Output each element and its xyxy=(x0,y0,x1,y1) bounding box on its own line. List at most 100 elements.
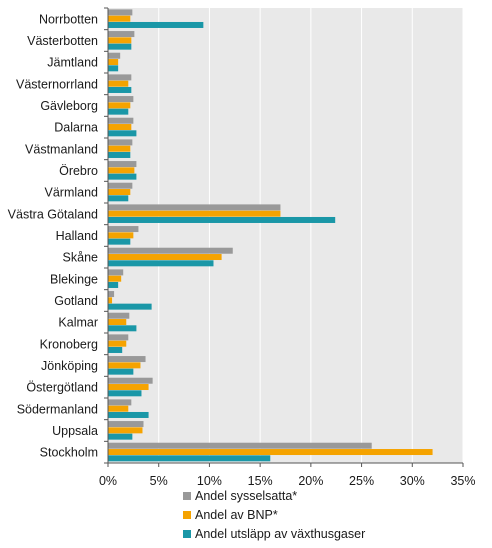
x-tick-label: 0% xyxy=(99,474,117,488)
bar xyxy=(108,275,122,282)
legend-swatch-gdp xyxy=(183,510,191,519)
bar xyxy=(108,108,129,115)
bar xyxy=(108,130,137,137)
legend-item-emissions: Andel utsläpp av växthusgaser xyxy=(183,524,483,543)
category-label: Örebro xyxy=(59,164,98,178)
bar xyxy=(108,297,113,304)
category-label: Norrbotten xyxy=(39,12,98,26)
bar xyxy=(108,433,133,440)
bar xyxy=(108,291,115,298)
category-label: Stockholm xyxy=(40,446,98,460)
bar xyxy=(108,254,222,261)
category-label: Södermanland xyxy=(17,402,98,416)
bar xyxy=(108,455,271,462)
bar xyxy=(108,52,121,59)
legend-item-employment: Andel sysselsatta* xyxy=(183,486,483,505)
category-label: Jönköping xyxy=(41,359,98,373)
bar xyxy=(108,442,372,449)
bar xyxy=(108,37,132,44)
bar xyxy=(108,204,281,211)
x-tick-label: 15% xyxy=(248,474,273,488)
bar xyxy=(108,346,123,353)
category-label: Västernorrland xyxy=(16,77,98,91)
bar xyxy=(108,269,124,276)
bar xyxy=(108,390,142,397)
plot-background xyxy=(108,8,463,463)
bar xyxy=(108,238,131,245)
bar xyxy=(108,59,119,66)
legend-swatch-emissions xyxy=(183,529,191,538)
category-label: Västmanland xyxy=(25,142,98,156)
x-tick-label: 35% xyxy=(450,474,475,488)
category-label: Blekinge xyxy=(50,272,98,286)
bar xyxy=(108,43,132,50)
category-label: Kronoberg xyxy=(40,337,98,351)
bar xyxy=(108,96,134,103)
bar xyxy=(108,247,233,254)
bar xyxy=(108,210,281,217)
bar xyxy=(108,74,132,81)
bar xyxy=(108,421,144,428)
bar xyxy=(108,340,127,347)
bar xyxy=(108,86,132,93)
bar xyxy=(108,139,133,146)
category-label: Jämtland xyxy=(47,56,98,70)
legend-label-gdp: Andel av BNP* xyxy=(195,507,278,522)
bar xyxy=(108,325,137,332)
legend-item-gdp: Andel av BNP* xyxy=(183,505,483,524)
bar xyxy=(108,182,133,189)
bar xyxy=(108,31,135,38)
bar xyxy=(108,21,204,28)
bar xyxy=(108,189,131,196)
bar xyxy=(108,281,119,288)
legend-label-employment: Andel sysselsatta* xyxy=(195,488,298,503)
x-tick-label: 5% xyxy=(150,474,168,488)
x-tick-label: 25% xyxy=(349,474,374,488)
bar xyxy=(108,80,129,87)
category-label: Västra Götaland xyxy=(8,207,98,221)
bar xyxy=(108,356,146,363)
bar xyxy=(108,173,137,180)
bar xyxy=(108,151,131,158)
bar xyxy=(108,427,143,434)
bar xyxy=(108,216,336,223)
bar xyxy=(108,368,134,375)
legend-swatch-employment xyxy=(183,491,191,500)
bar xyxy=(108,15,131,22)
bar xyxy=(108,65,119,72)
category-label: Värmland xyxy=(45,186,99,200)
bar xyxy=(108,384,149,391)
bar xyxy=(108,377,153,384)
category-label: Västerbotten xyxy=(27,34,98,48)
bar xyxy=(108,226,139,233)
bar xyxy=(108,117,134,124)
x-tick-label: 10% xyxy=(197,474,222,488)
category-label: Uppsala xyxy=(52,424,98,438)
category-label: Gävleborg xyxy=(40,99,98,113)
bar xyxy=(108,405,129,412)
legend-label-emissions: Andel utsläpp av växthusgaser xyxy=(195,526,366,541)
x-tick-label: 30% xyxy=(400,474,425,488)
category-label: Kalmar xyxy=(58,316,98,330)
bar xyxy=(108,9,133,16)
x-tick-label: 20% xyxy=(298,474,323,488)
bar xyxy=(108,362,141,369)
legend: Andel sysselsatta* Andel av BNP* Andel u… xyxy=(183,486,483,543)
category-label: Skåne xyxy=(63,251,98,265)
bar xyxy=(108,145,131,152)
bar xyxy=(108,195,129,202)
bar xyxy=(108,232,134,239)
bar xyxy=(108,449,433,456)
category-label: Halland xyxy=(56,229,98,243)
bar xyxy=(108,319,127,326)
bar xyxy=(108,334,129,341)
bar xyxy=(108,167,135,174)
bar xyxy=(108,260,214,267)
category-label: Östergötland xyxy=(26,381,98,395)
bar xyxy=(108,411,149,418)
category-label: Gotland xyxy=(54,294,98,308)
bar xyxy=(108,161,137,168)
bar xyxy=(108,102,131,109)
